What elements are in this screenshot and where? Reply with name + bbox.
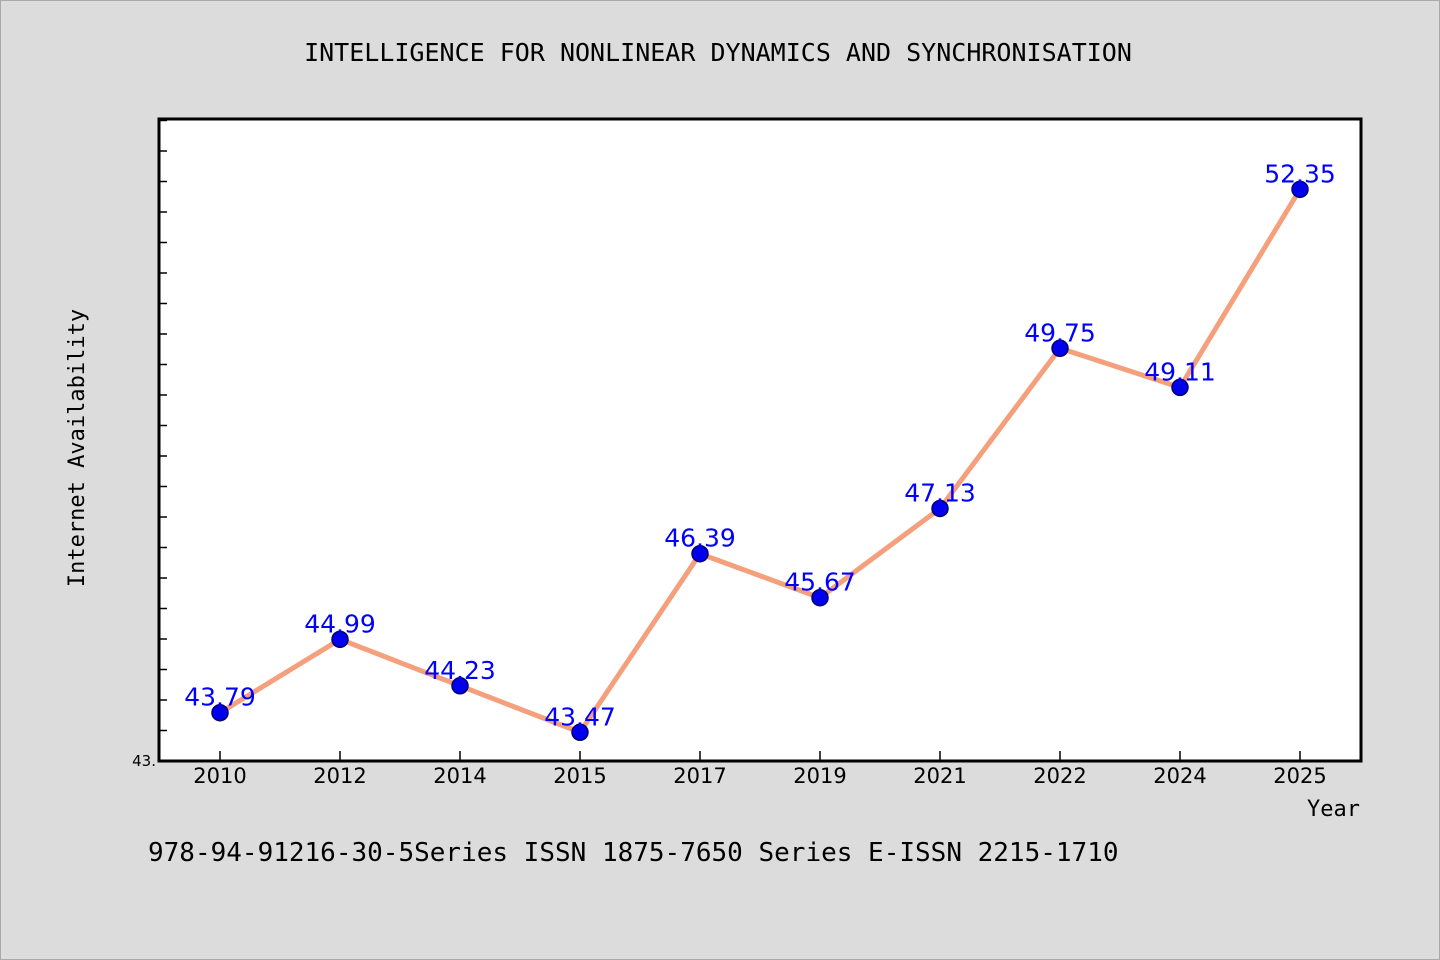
x-tick-label: 2019 bbox=[793, 764, 846, 788]
chart-title: INTELLIGENCE FOR NONLINEAR DYNAMICS AND … bbox=[304, 38, 1132, 67]
x-tick-label: 2021 bbox=[913, 764, 966, 788]
x-tick-label: 2015 bbox=[553, 764, 606, 788]
y-axis-ticks bbox=[159, 119, 167, 732]
data-label: 43.79 bbox=[184, 683, 256, 712]
x-tick-label: 2017 bbox=[673, 764, 726, 788]
data-point bbox=[211, 703, 229, 722]
x-tick-label: 2025 bbox=[1273, 764, 1326, 788]
x-axis-ticks: 2010 2012 2014 2015 2017 2019 2021 2022 2024 2025 bbox=[193, 751, 1327, 788]
x-tick-label: 2024 bbox=[1153, 764, 1206, 788]
data-point bbox=[691, 544, 709, 563]
data-point bbox=[331, 630, 349, 649]
data-point bbox=[1051, 339, 1069, 358]
series-markers bbox=[211, 180, 1309, 742]
x-tick-label: 2012 bbox=[313, 764, 366, 788]
series-line bbox=[217, 186, 1303, 735]
data-label: 52.35 bbox=[1264, 159, 1336, 188]
data-labels: 43.79 44.99 44.23 43.47 46.39 45.67 47.13 49.75… bbox=[184, 159, 1336, 731]
footer-text: 978-94-91216-30-5Series ISSN 1875-7650 S… bbox=[148, 838, 1119, 868]
x-axis-label: Year bbox=[1307, 797, 1360, 822]
plot-area bbox=[157, 117, 1363, 763]
data-label: 45.67 bbox=[784, 568, 856, 597]
data-label: 44.99 bbox=[304, 609, 376, 638]
data-point bbox=[1291, 180, 1309, 199]
data-point bbox=[931, 499, 949, 518]
data-point bbox=[1171, 378, 1189, 397]
series-polyline bbox=[217, 186, 1303, 735]
data-label: 44.23 bbox=[424, 656, 496, 685]
data-point bbox=[811, 588, 829, 607]
data-label: 49.75 bbox=[1024, 318, 1096, 347]
x-tick-label: 2022 bbox=[1033, 764, 1086, 788]
x-tick-label: 2014 bbox=[433, 764, 486, 788]
data-label: 49.11 bbox=[1144, 357, 1216, 386]
x-tick-label: 2010 bbox=[193, 764, 246, 788]
data-label: 46.39 bbox=[664, 524, 736, 553]
y-axis-label: Internet Availability bbox=[65, 309, 90, 587]
data-label: 43.47 bbox=[544, 702, 616, 731]
data-point bbox=[571, 723, 589, 742]
y-axis-min-label: 43. bbox=[132, 752, 156, 770]
data-point bbox=[451, 677, 469, 695]
data-label: 47.13 bbox=[904, 478, 976, 507]
